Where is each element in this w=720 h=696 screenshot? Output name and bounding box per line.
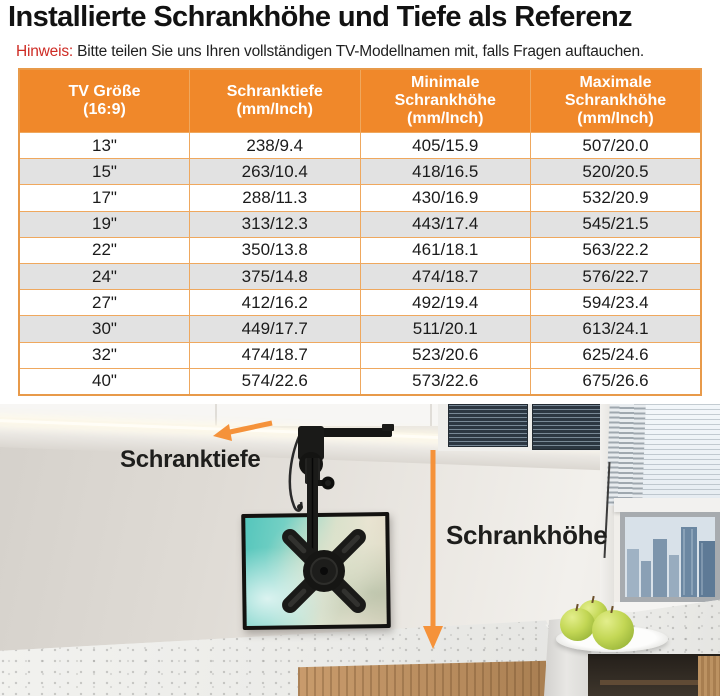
wood-side-panel bbox=[698, 656, 720, 696]
vesa-plate bbox=[282, 529, 366, 613]
apple bbox=[592, 605, 634, 650]
cell: 32" bbox=[18, 341, 190, 369]
cell: 507/20.0 bbox=[530, 131, 702, 160]
cell: 594/23.4 bbox=[530, 289, 702, 317]
glass-panel bbox=[532, 404, 606, 450]
page-title: Installierte Schrankhöhe und Tiefe als R… bbox=[8, 1, 633, 33]
tv-mount bbox=[282, 424, 394, 613]
column-header-min-height: Minimale Schrankhöhe (mm/Inch) bbox=[359, 68, 531, 133]
cell: 238/9.4 bbox=[189, 131, 361, 160]
window-sash bbox=[614, 498, 720, 512]
kitchen-photo: Schranktiefe Schrankhöhe bbox=[0, 404, 720, 696]
cell: 405/15.9 bbox=[359, 131, 531, 160]
cell: 574/22.6 bbox=[189, 367, 361, 396]
cell: 13" bbox=[18, 131, 190, 160]
cell: 511/20.1 bbox=[359, 315, 531, 343]
cabinet-seam bbox=[430, 404, 432, 426]
table-row: 15" 263/10.4 418/16.5 520/20.5 bbox=[18, 158, 702, 186]
shelf-edge bbox=[600, 680, 700, 685]
cell: 263/10.4 bbox=[189, 158, 361, 186]
table-header: TV Größe (16:9) Schranktiefe (mm/Inch) M… bbox=[18, 68, 702, 133]
window-sill bbox=[614, 602, 720, 612]
header-row: TV Größe (16:9) Schranktiefe (mm/Inch) M… bbox=[18, 68, 702, 133]
cell: 461/18.1 bbox=[359, 236, 531, 264]
hint-text: Hinweis: Bitte teilen Sie uns Ihren voll… bbox=[16, 43, 644, 61]
cell: 523/20.6 bbox=[359, 341, 531, 369]
table-row: 27" 412/16.2 492/19.4 594/23.4 bbox=[18, 289, 702, 317]
window-lower-pane bbox=[620, 512, 720, 602]
window bbox=[600, 404, 720, 612]
cell: 474/18.7 bbox=[359, 262, 531, 291]
cell: 30" bbox=[18, 315, 190, 343]
size-reference-table: TV Größe (16:9) Schranktiefe (mm/Inch) M… bbox=[18, 68, 702, 396]
table-row: 30" 449/17.7 511/20.1 613/24.1 bbox=[18, 315, 702, 343]
bracket-body bbox=[298, 426, 324, 460]
apple-stem bbox=[610, 605, 614, 614]
raised-blind-stack bbox=[606, 404, 646, 507]
cell: 375/14.8 bbox=[189, 262, 361, 291]
cell: 520/20.5 bbox=[530, 158, 702, 186]
cell: 288/11.3 bbox=[189, 184, 361, 212]
cell: 40" bbox=[18, 367, 190, 396]
cell: 412/16.2 bbox=[189, 289, 361, 317]
cell: 27" bbox=[18, 289, 190, 317]
cell: 443/17.4 bbox=[359, 210, 531, 238]
cell: 613/24.1 bbox=[530, 315, 702, 343]
hint-body: Bitte teilen Sie uns Ihren vollständigen… bbox=[72, 43, 644, 60]
cell: 430/16.9 bbox=[359, 184, 531, 212]
column-header-tv-size: TV Größe (16:9) bbox=[18, 68, 190, 133]
cable-plug bbox=[297, 504, 303, 510]
apple-stem bbox=[575, 603, 579, 612]
cell: 15" bbox=[18, 158, 190, 186]
cell: 576/22.7 bbox=[530, 262, 702, 291]
wood-base-cabinet bbox=[298, 660, 546, 696]
cell: 449/17.7 bbox=[189, 315, 361, 343]
cabinet-seam bbox=[215, 404, 217, 426]
apple bbox=[560, 603, 595, 641]
table-row: 24" 375/14.8 474/18.7 576/22.7 bbox=[18, 262, 702, 291]
cell: 532/20.9 bbox=[530, 184, 702, 212]
glass-panel bbox=[448, 404, 528, 447]
cell: 625/24.6 bbox=[530, 341, 702, 369]
table-row: 32" 474/18.7 523/20.6 625/24.6 bbox=[18, 341, 702, 369]
cell: 492/19.4 bbox=[359, 289, 531, 317]
cell: 474/18.7 bbox=[189, 341, 361, 369]
cell: 545/21.5 bbox=[530, 210, 702, 238]
height-label: Schrankhöhe bbox=[446, 520, 608, 550]
city-skyline bbox=[625, 517, 715, 597]
table-row: 40" 574/22.6 573/22.6 675/26.6 bbox=[18, 367, 702, 396]
glass-door-cabinet bbox=[438, 404, 612, 451]
depth-label: Schranktiefe bbox=[120, 446, 261, 473]
hint-label: Hinweis: bbox=[16, 43, 73, 60]
column-header-cabinet-depth: Schranktiefe (mm/Inch) bbox=[189, 68, 361, 133]
cell: 22" bbox=[18, 236, 190, 264]
cell: 19" bbox=[18, 210, 190, 238]
cell: 24" bbox=[18, 262, 190, 291]
column-header-max-height: Maximale Schrankhöhe (mm/Inch) bbox=[530, 68, 702, 133]
cell: 675/26.6 bbox=[530, 367, 702, 396]
table-body: 13" 238/9.4 405/15.9 507/20.0 15" 263/10.4 41… bbox=[18, 131, 702, 396]
clamp-arm bbox=[304, 428, 392, 437]
table-row: 17" 288/11.3 430/16.9 532/20.9 bbox=[18, 184, 702, 212]
table-row: 19" 313/12.3 443/17.4 545/21.5 bbox=[18, 210, 702, 238]
cell: 313/12.3 bbox=[189, 210, 361, 238]
cell: 17" bbox=[18, 184, 190, 212]
cell: 563/22.2 bbox=[530, 236, 702, 264]
clamp-jaw bbox=[382, 424, 394, 431]
cell: 573/22.6 bbox=[359, 367, 531, 396]
cell: 418/16.5 bbox=[359, 158, 531, 186]
cell: 350/13.8 bbox=[189, 236, 361, 264]
table-row: 13" 238/9.4 405/15.9 507/20.0 bbox=[18, 131, 702, 160]
table-row: 22" 350/13.8 461/18.1 563/22.2 bbox=[18, 236, 702, 264]
